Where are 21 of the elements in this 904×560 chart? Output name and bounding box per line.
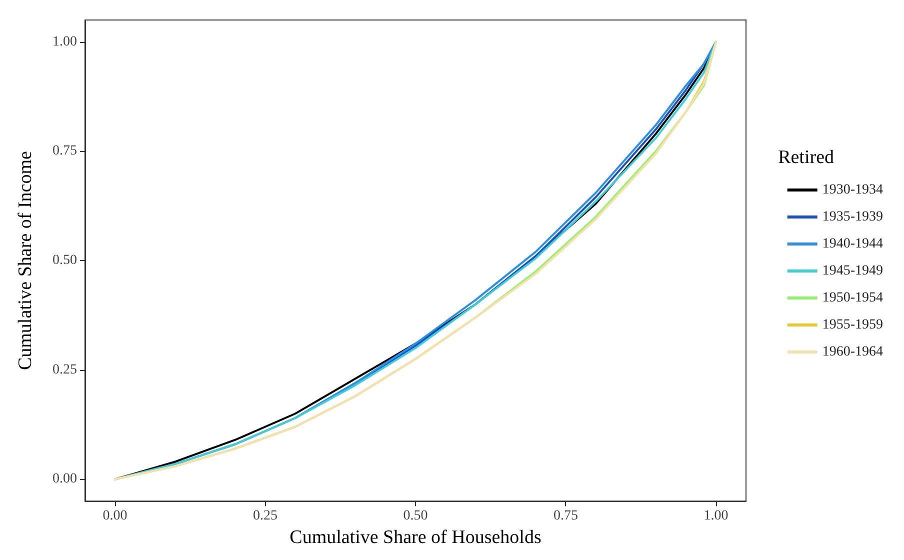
line-series	[114, 40, 717, 480]
legend-label: 1950-1954	[822, 290, 884, 306]
legend-label: 1935-1939	[822, 210, 884, 224]
x-tick-label: 0.75	[553, 508, 578, 524]
legend-label: 1940-1944	[822, 236, 884, 252]
y-axis-title: Cumulative Share of Income	[15, 151, 36, 370]
y-tick-label: 0.50	[52, 253, 77, 268]
x-tick-label: 0.00	[102, 508, 128, 524]
x-tick-label: 1.00	[704, 508, 728, 524]
legend-label: 1945-1949	[822, 264, 884, 278]
legend-label: 1955-1959	[822, 318, 884, 332]
x-axis-title: Cumulative Share of Households	[290, 527, 542, 548]
legend-label: 1930-1934	[822, 182, 884, 198]
x-tick-label: 0.50	[403, 508, 428, 524]
y-tick-label: 0.75	[52, 144, 77, 159]
x-tick-label: 0.25	[253, 508, 278, 524]
y-tick-label: 0.25	[52, 362, 77, 378]
y-tick-label: 1.00	[52, 34, 77, 50]
legend-label: 1960-1964	[822, 344, 884, 360]
legend-title: Retired	[778, 147, 834, 168]
y-tick-label: 0.00	[52, 472, 77, 487]
